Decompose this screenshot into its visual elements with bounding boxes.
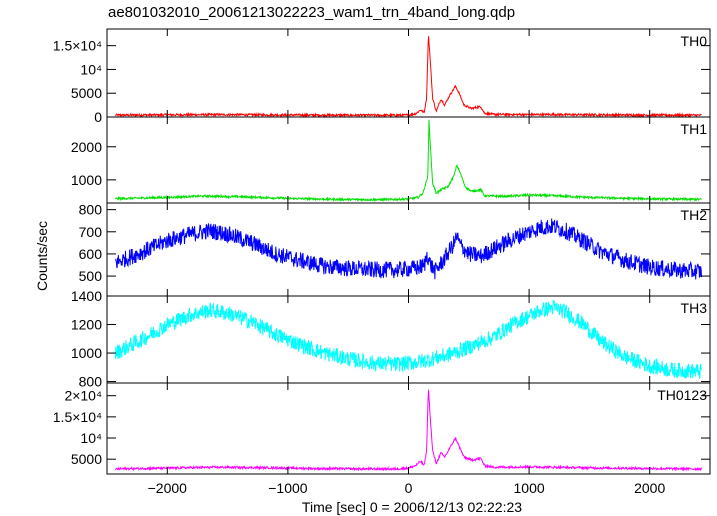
panel-label-th0: TH0	[681, 33, 708, 49]
x-tick-label: 2000	[634, 480, 665, 496]
y-tick-label: 1000	[71, 345, 102, 361]
series-line-th0123	[115, 389, 703, 472]
panel-label-th0123: TH0123	[657, 387, 707, 403]
series-line-th2	[114, 218, 703, 280]
y-tick-label: 1.5×10⁴	[53, 409, 102, 425]
panel-label-th3: TH3	[681, 300, 708, 316]
y-tick-label: 1200	[71, 317, 102, 333]
series-line-th0	[115, 36, 702, 119]
y-tick-label: 1.5×10⁴	[53, 38, 102, 54]
panel-frame	[106, 28, 711, 118]
panel-th0123: 5000 10⁴ 1.5×10⁴ 2×10⁴ TH0123	[53, 382, 711, 475]
y-tick-label: 10⁴	[80, 61, 102, 77]
series-line-th1	[114, 119, 702, 203]
panel-th0: 0 5000 10⁴ 1.5×10⁴ TH0	[53, 28, 711, 125]
panels: 0 5000 10⁴ 1.5×10⁴ TH0 1000 2000 TH1 500 600 700 80…	[53, 28, 711, 475]
panel-th1: 1000 2000 TH1	[71, 116, 711, 204]
y-tick-label: 600	[79, 246, 103, 262]
y-tick-label: 10⁴	[80, 430, 102, 446]
panel-th2: 500 600 700 800 TH2	[79, 202, 711, 297]
panel-label-th2: TH2	[681, 207, 708, 223]
x-axis: −2000 −1000 0 1000 2000	[148, 480, 666, 496]
y-tick-label: 5000	[71, 85, 102, 101]
x-tick-label: −2000	[148, 480, 188, 496]
panel-frame	[106, 116, 711, 204]
y-tick-label: 800	[79, 374, 103, 390]
series-line-th3	[114, 299, 703, 379]
y-tick-label: 700	[79, 224, 103, 240]
y-tick-label: 1400	[71, 288, 102, 304]
panel-frame	[106, 202, 711, 297]
panel-th3: 800 1000 1200 1400 TH3	[71, 288, 711, 390]
y-tick-label: 2×10⁴	[64, 388, 102, 404]
y-tick-label: 2000	[71, 139, 102, 155]
panel-label-th1: TH1	[681, 121, 708, 137]
y-tick-label: 800	[79, 202, 103, 218]
x-axis-title: Time [sec] 0 = 2006/12/13 02:22:23	[302, 499, 522, 515]
x-tick-label: 1000	[514, 480, 545, 496]
chart-title: ae801032010_20061213022223_wam1_trn_4ban…	[108, 4, 515, 21]
y-tick-label: 500	[79, 268, 103, 284]
y-tick-label: 1000	[71, 172, 102, 188]
x-tick-label: 0	[405, 480, 413, 496]
y-axis-title: Counts/sec	[34, 221, 50, 291]
x-tick-label: −1000	[268, 480, 308, 496]
y-tick-label: 5000	[71, 451, 102, 467]
y-tick-label: 0	[94, 109, 102, 125]
panel-frame	[106, 382, 711, 475]
